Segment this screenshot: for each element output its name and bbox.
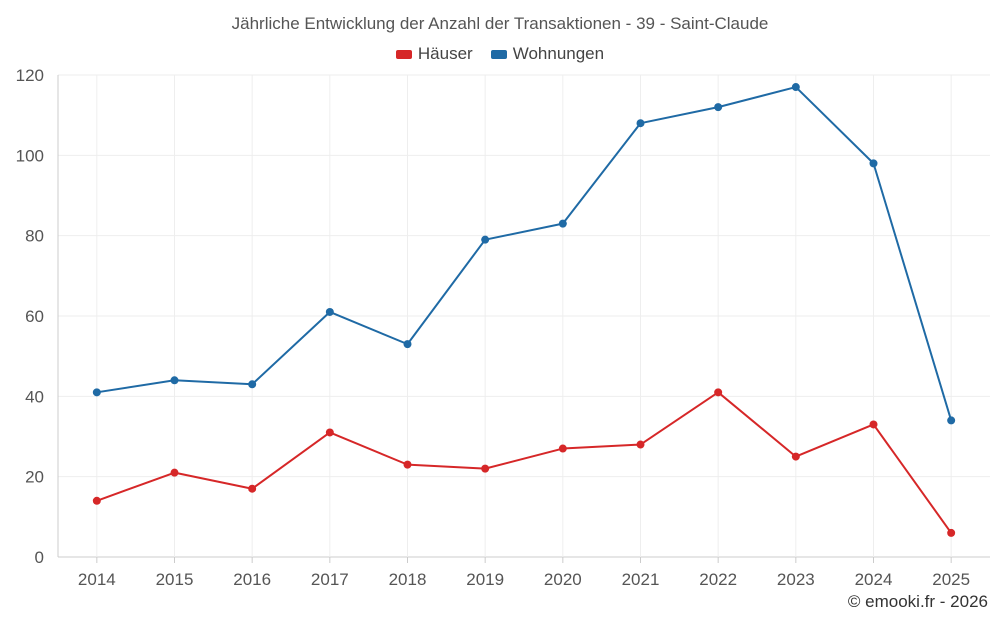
x-tick-label: 2021: [622, 570, 660, 589]
legend: Häuser Wohnungen: [0, 44, 1000, 64]
data-point-wohnungen[interactable]: [947, 416, 956, 425]
y-tick-label: 120: [16, 66, 44, 85]
y-tick-label: 60: [25, 307, 44, 326]
x-tick-label: 2023: [777, 570, 815, 589]
data-point-wohnungen[interactable]: [170, 376, 179, 385]
x-tick-label: 2020: [544, 570, 582, 589]
x-tick-label: 2022: [699, 570, 737, 589]
credit-text: © emooki.fr - 2026: [847, 592, 988, 611]
data-point-haeuser[interactable]: [481, 464, 490, 473]
data-point-wohnungen[interactable]: [248, 380, 257, 389]
legend-item-haeuser[interactable]: Häuser: [395, 44, 473, 64]
chart-title: Jährliche Entwicklung der Anzahl der Tra…: [231, 14, 769, 33]
legend-swatch-wohnungen: [490, 49, 507, 59]
data-point-wohnungen[interactable]: [791, 83, 800, 92]
x-tick-label: 2019: [466, 570, 504, 589]
data-point-haeuser[interactable]: [170, 468, 179, 477]
data-point-wohnungen[interactable]: [92, 388, 101, 397]
data-point-wohnungen[interactable]: [403, 340, 412, 349]
data-point-haeuser[interactable]: [791, 452, 800, 461]
x-tick-label: 2025: [932, 570, 970, 589]
data-point-wohnungen[interactable]: [636, 119, 645, 128]
data-point-haeuser[interactable]: [248, 484, 257, 493]
data-point-haeuser[interactable]: [714, 388, 723, 397]
series-line-haeuser: [96, 391, 952, 534]
legend-swatch-haeuser: [395, 49, 412, 59]
data-point-wohnungen[interactable]: [869, 159, 878, 168]
data-point-haeuser[interactable]: [92, 496, 101, 505]
legend-label-haeuser: Häuser: [417, 44, 473, 63]
data-point-wohnungen[interactable]: [558, 219, 567, 228]
x-tick-label: 2017: [311, 570, 349, 589]
x-tick-label: 2016: [233, 570, 271, 589]
data-point-wohnungen[interactable]: [481, 235, 490, 244]
data-point-wohnungen[interactable]: [325, 307, 334, 316]
y-tick-label: 100: [16, 146, 44, 165]
data-point-haeuser[interactable]: [403, 460, 412, 469]
data-point-wohnungen[interactable]: [714, 103, 723, 112]
data-point-haeuser[interactable]: [636, 440, 645, 449]
y-tick-label: 20: [25, 468, 44, 487]
data-point-haeuser[interactable]: [947, 528, 956, 537]
legend-label-wohnungen: Wohnungen: [512, 44, 605, 63]
series-line-wohnungen: [96, 86, 953, 421]
x-tick-label: 2014: [78, 570, 116, 589]
y-tick-label: 0: [35, 548, 44, 567]
x-tick-label: 2024: [855, 570, 893, 589]
x-tick-label: 2015: [156, 570, 194, 589]
data-point-haeuser[interactable]: [869, 420, 878, 429]
legend-item-wohnungen[interactable]: Wohnungen: [490, 44, 605, 64]
data-point-haeuser[interactable]: [325, 428, 334, 437]
y-tick-label: 40: [25, 387, 44, 406]
y-tick-label: 80: [25, 227, 44, 246]
data-point-haeuser[interactable]: [558, 444, 567, 453]
x-tick-label: 2018: [389, 570, 427, 589]
